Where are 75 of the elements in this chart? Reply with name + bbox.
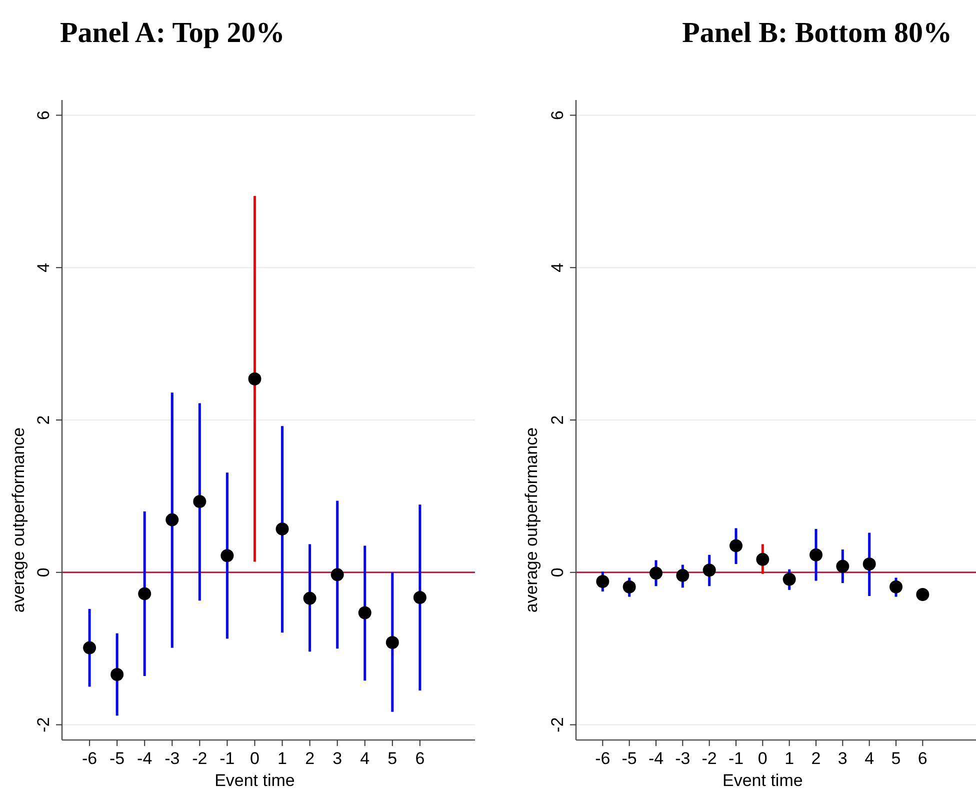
x-tick-label: 5 <box>891 749 901 768</box>
y-tick-label: 4 <box>34 262 53 272</box>
point <box>862 558 876 570</box>
bar <box>281 426 284 633</box>
x-tick-label: -5 <box>622 749 637 768</box>
point <box>193 495 206 508</box>
x-tick-label: -3 <box>164 749 180 768</box>
point <box>756 552 770 566</box>
point <box>330 568 344 582</box>
x-tick-label: 2 <box>811 749 821 768</box>
y-tick-label: 0 <box>34 568 53 578</box>
x-tick-label: -1 <box>728 749 744 768</box>
point <box>676 568 690 582</box>
point <box>622 580 636 594</box>
point <box>303 592 316 605</box>
x-tick-label: -4 <box>137 749 152 768</box>
point <box>166 513 179 526</box>
point <box>702 564 716 577</box>
point <box>110 668 124 681</box>
y-tick-label: 6 <box>34 110 53 120</box>
x-tick-label: -4 <box>648 749 664 768</box>
chart-title: Panel B: Bottom 80% <box>682 17 952 49</box>
y-tick-label: 4 <box>548 262 567 272</box>
bar <box>418 504 422 690</box>
bar <box>253 196 256 562</box>
point <box>810 548 822 562</box>
bar <box>198 403 201 601</box>
x-tick-label: 6 <box>918 749 928 768</box>
x-tick-label: 3 <box>332 749 342 768</box>
y-tick-label: 2 <box>548 415 567 425</box>
bar <box>226 472 228 639</box>
point <box>730 539 742 552</box>
point <box>386 636 399 649</box>
x-tick-label: 4 <box>864 749 874 768</box>
point <box>358 606 372 620</box>
point <box>836 560 850 573</box>
x-tick-label: -1 <box>220 749 235 768</box>
y-axis-title: average outperformance <box>9 427 28 613</box>
bar <box>364 546 366 681</box>
point <box>782 572 796 586</box>
x-tick-label: 0 <box>758 749 768 768</box>
y-tick-label: 6 <box>548 110 567 120</box>
x-tick-label: 6 <box>415 749 425 768</box>
point <box>220 549 234 562</box>
x-tick-label: 4 <box>360 749 370 768</box>
x-axis-title: Event time <box>722 771 803 789</box>
x-tick-label: -2 <box>702 749 717 768</box>
point <box>596 575 610 588</box>
x-tick-label: -6 <box>595 749 610 768</box>
x-tick-label: -2 <box>192 749 208 768</box>
point <box>83 641 96 654</box>
point <box>650 566 662 580</box>
x-tick-label: 1 <box>278 749 287 768</box>
x-tick-label: -6 <box>82 749 98 768</box>
x-tick-label: 2 <box>305 749 315 768</box>
x-tick-label: 3 <box>838 749 848 768</box>
x-axis-title: Event time <box>214 771 295 789</box>
point <box>413 591 426 604</box>
point <box>248 372 262 386</box>
x-tick-label: 1 <box>784 749 794 768</box>
point <box>890 580 902 594</box>
x-tick-label: -5 <box>110 749 125 768</box>
point <box>276 522 289 536</box>
point <box>916 588 930 601</box>
y-tick-label: -2 <box>34 717 53 732</box>
y-axis-title: average outperformance <box>522 427 541 613</box>
x-tick-label: -3 <box>675 749 690 768</box>
y-tick-label: 2 <box>34 415 53 425</box>
chart-title: Panel A: Top 20% <box>60 17 285 49</box>
point <box>138 587 152 600</box>
y-tick-label: -2 <box>548 717 567 732</box>
x-tick-label: 5 <box>388 749 398 768</box>
x-tick-label: 0 <box>250 749 260 768</box>
y-tick-label: 0 <box>548 568 567 578</box>
bar <box>170 392 174 648</box>
